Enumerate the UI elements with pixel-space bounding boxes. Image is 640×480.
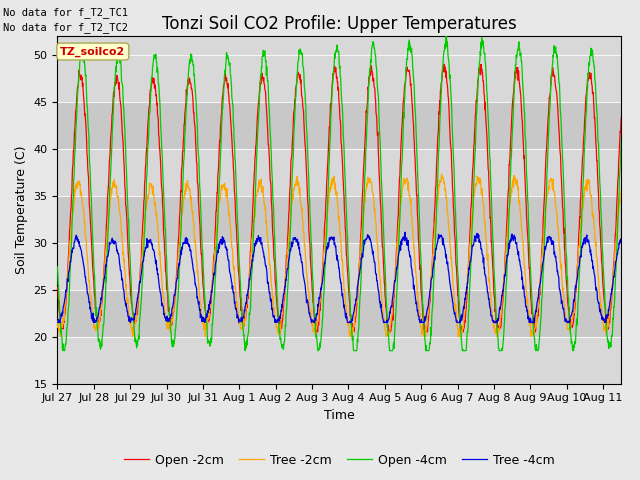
Tree -4cm [543,240,551,245]
Open -4cm [155,87,163,93]
Tree -2cm [618,186,625,192]
Tree -4cm [401,229,409,235]
Line: Tree -4cm: Tree -4cm [58,232,621,323]
Tree -2cm [56,334,64,339]
Open -4cm [618,135,625,141]
Open -2cm [618,114,625,120]
Open -2cm [543,132,551,138]
Tree -2cm [166,323,173,329]
Line: Tree -2cm: Tree -2cm [58,174,621,336]
Tree -4cm [216,238,224,244]
Tree -2cm [216,193,224,199]
Tree -2cm [543,192,551,197]
Open -4cm [443,33,451,39]
Open -2cm [268,198,275,204]
Text: TZ_soilco2: TZ_soilco2 [60,47,125,57]
Legend: Open -2cm, Tree -2cm, Open -4cm, Tree -4cm: Open -2cm, Tree -2cm, Open -4cm, Tree -4… [119,449,560,472]
Bar [58,196,621,242]
Tree -4cm [268,296,275,302]
Tree -4cm [481,265,488,271]
Open -2cm [54,285,61,290]
Tree -2cm [481,221,488,227]
Text: No data for f_T2_TC1: No data for f_T2_TC1 [3,7,128,18]
Tree -4cm [618,239,625,245]
X-axis label: Time: Time [324,409,355,422]
Tree -2cm [54,324,61,330]
Bar [58,149,621,196]
Open -4cm [543,163,551,168]
Tree -4cm [165,318,173,324]
Open -2cm [312,329,320,335]
Title: Tonzi Soil CO2 Profile: Upper Temperatures: Tonzi Soil CO2 Profile: Upper Temperatur… [162,15,516,33]
Open -2cm [165,308,173,313]
Tree -4cm [155,278,163,284]
Open -2cm [216,139,224,145]
Open -4cm [481,50,488,56]
Line: Open -2cm: Open -2cm [58,64,621,332]
Bar [58,289,621,336]
Open -4cm [166,315,173,321]
Tree -2cm [268,284,275,290]
Open -4cm [268,165,275,170]
Open -4cm [216,153,224,158]
Open -2cm [481,107,488,113]
Bar [58,55,621,102]
Bar [58,242,621,289]
Bar [58,336,621,384]
Open -2cm [155,132,163,138]
Open -2cm [440,61,448,67]
Tree -2cm [155,244,163,250]
Y-axis label: Soil Temperature (C): Soil Temperature (C) [15,145,28,274]
Tree -4cm [54,320,61,325]
Open -4cm [59,348,67,354]
Text: No data for f_T2_TC2: No data for f_T2_TC2 [3,22,128,33]
Line: Open -4cm: Open -4cm [58,36,621,351]
Tree -2cm [438,171,445,177]
Open -4cm [54,264,61,270]
Bar [58,102,621,149]
